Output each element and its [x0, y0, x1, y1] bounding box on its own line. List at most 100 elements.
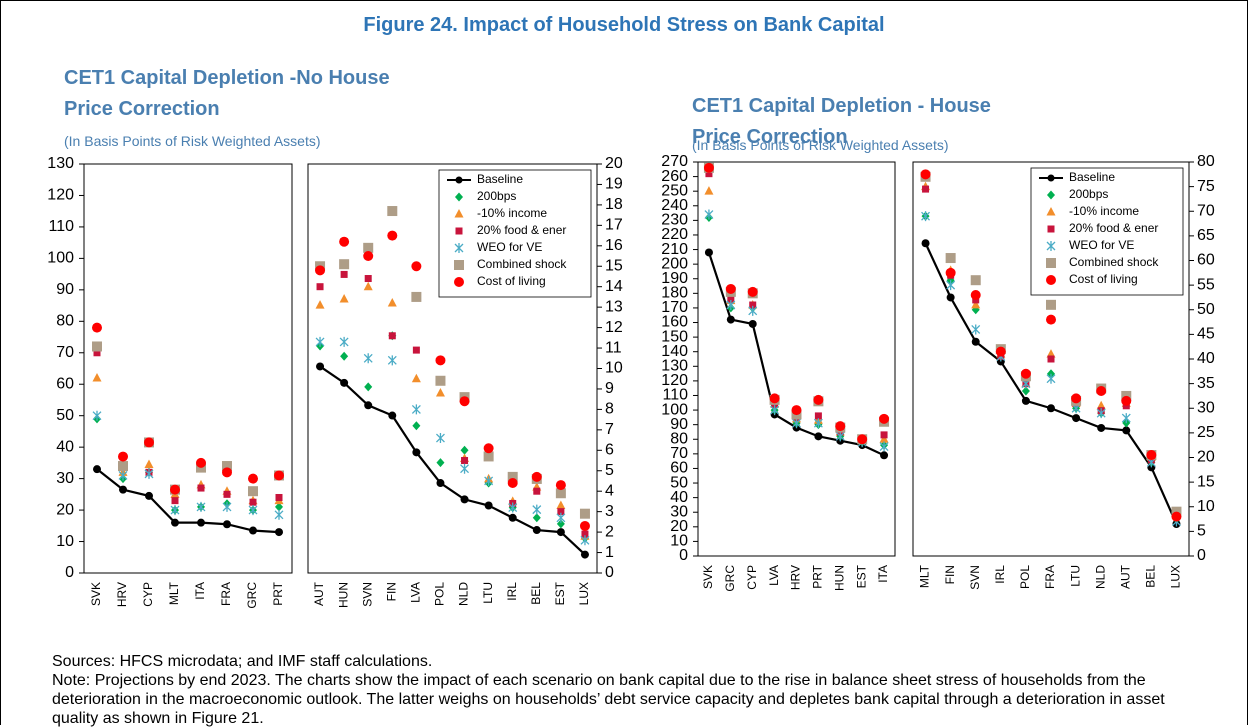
data-point [461, 457, 469, 465]
data-point [791, 405, 802, 416]
x-tick-label: FIN [384, 582, 398, 601]
data-point [703, 162, 714, 173]
y-tick-label: 14 [605, 278, 623, 295]
data-point [556, 500, 566, 510]
data-point [339, 259, 350, 270]
data-point [171, 497, 179, 505]
y-tick-label: 30 [670, 503, 688, 520]
legend-label: 200bps [477, 189, 516, 203]
x-tick-label: SVN [360, 582, 374, 607]
panel-subtitle: (In Basis Points of Risk Weighted Assets… [64, 133, 321, 149]
data-point [1097, 423, 1106, 432]
data-point [249, 498, 257, 506]
data-point [435, 355, 446, 366]
data-point [1096, 400, 1106, 410]
y-tick-label: 55 [1197, 276, 1215, 293]
data-point [726, 300, 736, 311]
y-tick-label: 180 [661, 285, 688, 302]
data-point [725, 283, 736, 294]
y-tick-label: 220 [661, 226, 688, 243]
data-point [922, 185, 930, 193]
data-point [144, 437, 154, 448]
data-point [316, 362, 325, 371]
x-tick-label: BEL [1144, 565, 1158, 588]
y-tick-label: 260 [661, 168, 688, 185]
legend-marker [454, 209, 464, 218]
data-point [339, 236, 350, 247]
y-tick-label: 35 [1197, 375, 1215, 392]
y-tick-label: 5 [605, 462, 614, 479]
data-point [118, 451, 128, 462]
data-point [971, 324, 981, 335]
y-tick-label: 13 [605, 298, 623, 315]
y-tick-label: 8 [605, 401, 614, 418]
baseline-line [96, 468, 280, 534]
panel-subtitle: (In Basis Points of Risk Weighted Assets… [692, 137, 949, 153]
data-point [93, 349, 101, 357]
x-tick-label: SVK [701, 565, 715, 589]
data-point [387, 230, 398, 241]
x-tick-label: ITA [876, 565, 890, 583]
x-tick-label: LVA [767, 565, 781, 586]
sources: Sources: HFCS microdata; and IMF staff c… [52, 653, 433, 670]
data-point [749, 301, 757, 309]
x-tick-label: SVN [968, 565, 982, 590]
y-tick-label: 100 [661, 401, 688, 418]
y-tick-label: 6 [605, 442, 614, 459]
legend-label: -10% income [477, 206, 547, 220]
data-point [1047, 404, 1055, 413]
data-point [507, 471, 518, 482]
data-point [580, 550, 589, 559]
x-tick-label: NLD [457, 582, 471, 606]
data-point [436, 458, 445, 468]
y-tick-label: 20 [605, 155, 623, 172]
y-tick-label: 7 [605, 421, 614, 438]
data-point [170, 484, 180, 495]
data-point [970, 289, 981, 300]
legend-marker [1046, 258, 1056, 268]
x-tick-label: SVK [89, 582, 103, 606]
legend-box [1030, 167, 1184, 296]
data-point [119, 485, 127, 494]
data-point [93, 465, 101, 474]
data-point [118, 470, 128, 481]
legend-label: WEO for VE [1069, 238, 1134, 252]
x-tick-label: MLT [167, 581, 181, 605]
data-point [1096, 408, 1106, 419]
data-point [1046, 373, 1056, 384]
legend-marker [455, 227, 463, 235]
data-point [249, 526, 257, 535]
legend-marker [454, 243, 464, 253]
data-point [459, 396, 470, 407]
y-tick-label: 20 [1197, 449, 1215, 466]
data-point [411, 261, 422, 272]
x-tick-label: HUN [832, 565, 846, 591]
y-tick-label: 50 [56, 407, 74, 424]
legend-label: 20% food & ener [477, 223, 566, 237]
x-tick-label: POL [1018, 565, 1032, 589]
x-tick-label: CYP [141, 582, 155, 607]
y-tick-label: 100 [47, 250, 74, 267]
x-tick-label: HRV [789, 565, 803, 590]
y-tick-label: 0 [65, 564, 74, 581]
legend-label: Cost of living [1069, 272, 1138, 286]
data-point [223, 490, 231, 498]
x-tick-label: IRL [993, 565, 1007, 584]
data-point [223, 520, 231, 529]
y-tick-label: 250 [661, 182, 688, 199]
y-tick-label: 60 [56, 375, 74, 392]
data-point [1121, 413, 1131, 424]
data-point [436, 479, 445, 488]
data-point [315, 336, 325, 347]
legend-label: 200bps [1069, 187, 1108, 201]
y-tick-label: 15 [1197, 473, 1215, 490]
y-tick-label: 10 [670, 533, 688, 550]
data-point [274, 470, 284, 481]
data-point [274, 509, 284, 520]
data-point [339, 336, 349, 347]
data-point [556, 528, 565, 537]
y-tick-label: 120 [661, 372, 688, 389]
y-tick-label: 9 [605, 380, 614, 397]
data-point [1020, 368, 1031, 379]
